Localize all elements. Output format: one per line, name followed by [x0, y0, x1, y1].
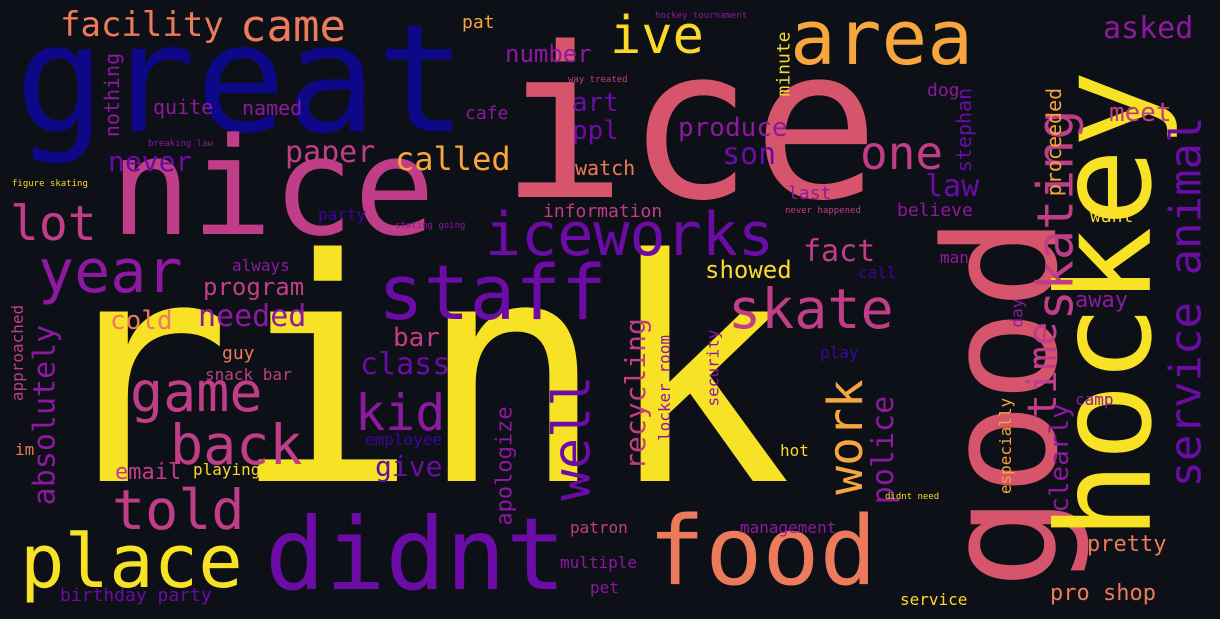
word: well [542, 375, 603, 501]
word: breaking law [148, 139, 214, 149]
word: great [15, 0, 467, 167]
word: quite [153, 95, 214, 119]
word: pro shop [1050, 581, 1156, 606]
word: class [360, 347, 451, 382]
word: service [900, 590, 968, 609]
word: playing [193, 460, 261, 479]
word: absolutely [27, 324, 63, 506]
word: asked [1103, 11, 1194, 46]
word: showed [705, 256, 792, 284]
word: email [115, 460, 182, 485]
word: camp [1075, 390, 1114, 409]
word: approached [8, 304, 28, 402]
word: guy [222, 343, 255, 364]
word: pet [590, 578, 619, 597]
word: skate [728, 277, 894, 341]
word: named [242, 96, 303, 120]
word: birthday party [60, 585, 212, 606]
word: fact [803, 234, 876, 269]
word: day [1007, 298, 1027, 328]
word: recycling [618, 318, 652, 470]
word: bar [393, 323, 440, 353]
word: hockey tournament [655, 11, 748, 21]
word: pat [462, 12, 495, 33]
word: cold [110, 306, 173, 336]
word: food [648, 497, 877, 607]
word: ice [500, 2, 880, 247]
word: pretty [1087, 532, 1167, 557]
word: especially [996, 397, 1016, 495]
word: needed [198, 299, 307, 334]
word: art [572, 88, 619, 118]
word: year [38, 237, 183, 307]
word: proceeded [1042, 87, 1067, 197]
word: man [940, 248, 969, 267]
word: patron [570, 518, 628, 537]
word: im [15, 440, 35, 459]
word: information [543, 201, 663, 222]
word: told [112, 478, 245, 542]
word: watch [575, 156, 636, 180]
word: last [788, 183, 832, 204]
word: ppl [572, 116, 619, 146]
word: call [858, 263, 897, 282]
word: kid [355, 384, 446, 442]
word: locker room [654, 335, 674, 441]
word: one [860, 126, 944, 180]
word: nice [110, 109, 436, 266]
word: called [395, 140, 511, 178]
word: produce [678, 113, 788, 143]
word: employee [365, 430, 443, 449]
word: snack bar [205, 365, 292, 384]
word: want [1090, 206, 1134, 227]
word: nothing [100, 52, 125, 138]
word: cafe [465, 103, 509, 124]
word: came [240, 1, 346, 52]
word: always [232, 256, 290, 275]
word: service animal [1160, 116, 1212, 488]
word: dog [927, 80, 960, 101]
word: program [203, 273, 305, 301]
word: rink [45, 194, 792, 555]
word: didnt [265, 496, 567, 613]
word: party [318, 205, 367, 224]
word: figure skating [12, 179, 88, 189]
word: game [130, 360, 263, 424]
word: paper [285, 135, 376, 170]
word: didnt need [885, 492, 940, 502]
word: back [170, 413, 303, 477]
word: clearly [1044, 403, 1075, 513]
word: facility [60, 5, 224, 45]
word: multiple [560, 553, 638, 572]
word: ive [610, 6, 704, 66]
word: hot [780, 441, 809, 460]
word: believe [897, 200, 973, 221]
word: give [375, 450, 443, 483]
word: iceworks [485, 200, 774, 270]
word: son [722, 137, 777, 172]
word: management [740, 518, 837, 537]
word: meet [1109, 98, 1172, 128]
word: area [790, 0, 974, 82]
word: security [703, 329, 723, 407]
word: stating going [395, 221, 466, 231]
word: minute [773, 31, 795, 97]
word: never [108, 145, 193, 178]
word: law [925, 169, 980, 204]
word: play [820, 343, 859, 362]
word: never happened [785, 206, 861, 216]
word: police [866, 395, 902, 505]
word: work [817, 379, 874, 495]
word: way treated [568, 75, 628, 85]
word: lot [10, 196, 97, 252]
word: apologize [492, 406, 518, 526]
word: staff [378, 248, 607, 337]
word: place [20, 519, 243, 605]
word: away [1075, 288, 1128, 313]
word: number [505, 40, 592, 68]
